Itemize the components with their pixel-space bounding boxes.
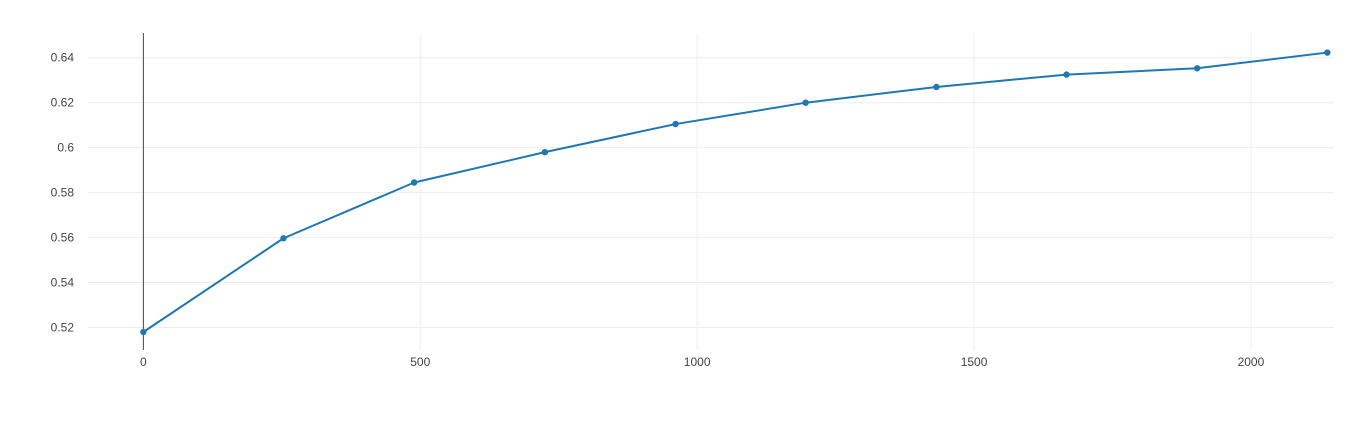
y-tick-label: 0.62 [51, 96, 75, 110]
y-axis-tick-labels: 0.52 0.54 0.56 0.58 0.6 0.62 0.64 [51, 51, 75, 335]
y-tick-label: 0.64 [51, 51, 75, 65]
y-tick-label: 0.6 [57, 141, 74, 155]
y-gridlines [88, 57, 1334, 329]
x-tick-label: 1500 [961, 355, 988, 369]
data-point[interactable] [1324, 49, 1331, 56]
x-tick-label: 0 [140, 355, 147, 369]
data-point[interactable] [672, 120, 679, 128]
data-point[interactable] [1194, 65, 1201, 72]
x-tick-label: 500 [410, 355, 430, 369]
series-line [142, 51, 1328, 333]
data-point[interactable] [140, 328, 147, 336]
data-point[interactable] [280, 235, 287, 242]
y-tick-label: 0.58 [51, 186, 75, 200]
y-tick-label: 0.54 [51, 276, 75, 290]
x-tick-label: 1000 [684, 355, 711, 369]
data-point[interactable] [1063, 71, 1070, 78]
y-tick-label: 0.52 [51, 321, 75, 335]
data-point[interactable] [410, 179, 418, 186]
x-gridlines [419, 33, 1252, 350]
data-point[interactable] [933, 83, 940, 91]
x-axis-tick-labels: 0 500 1000 1500 2000 [140, 355, 1265, 369]
x-tick-label: 2000 [1238, 355, 1265, 369]
series-layer [140, 49, 1331, 336]
data-point[interactable] [802, 99, 809, 106]
data-point[interactable] [541, 148, 549, 156]
y-tick-label: 0.56 [51, 231, 75, 245]
